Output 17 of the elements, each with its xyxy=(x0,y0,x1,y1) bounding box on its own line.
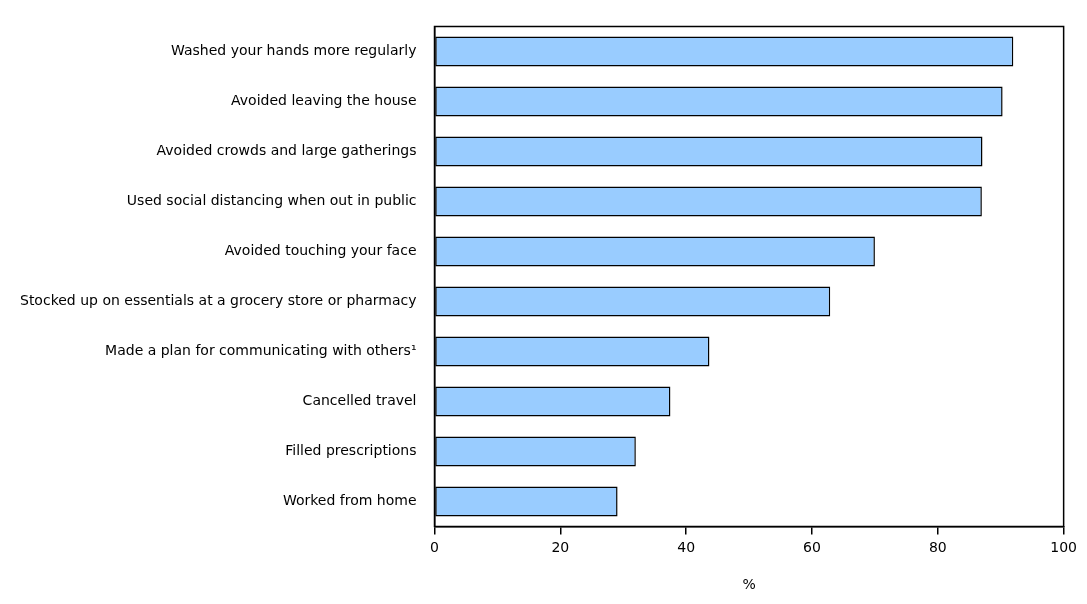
y-tick-label: Made a plan for communicating with others¹ xyxy=(105,342,417,359)
y-tick-label: Avoided touching your face xyxy=(224,242,417,259)
x-tick-label: 0 xyxy=(430,539,439,556)
x-tick-label: 40 xyxy=(677,539,696,556)
y-tick-label: Avoided crowds and large gatherings xyxy=(156,142,417,159)
y-tick-label: Cancelled travel xyxy=(302,392,417,409)
x-tick-label: 80 xyxy=(928,539,947,556)
x-axis-title: % xyxy=(742,576,756,593)
x-tick-label: 100 xyxy=(1050,539,1078,556)
x-tick-label: 60 xyxy=(803,539,821,556)
y-tick-label: Worked from home xyxy=(282,492,417,509)
y-tick-label: Used social distancing when out in public xyxy=(126,192,417,209)
y-tick-label: Washed your hands more regularly xyxy=(171,42,417,59)
y-tick-label: Filled prescriptions xyxy=(285,442,417,459)
x-tick-label: 20 xyxy=(551,539,570,556)
y-tick-label: Avoided leaving the house xyxy=(231,92,417,109)
y-tick-label: Stocked up on essentials at a grocery store or pharmacy xyxy=(19,292,417,309)
